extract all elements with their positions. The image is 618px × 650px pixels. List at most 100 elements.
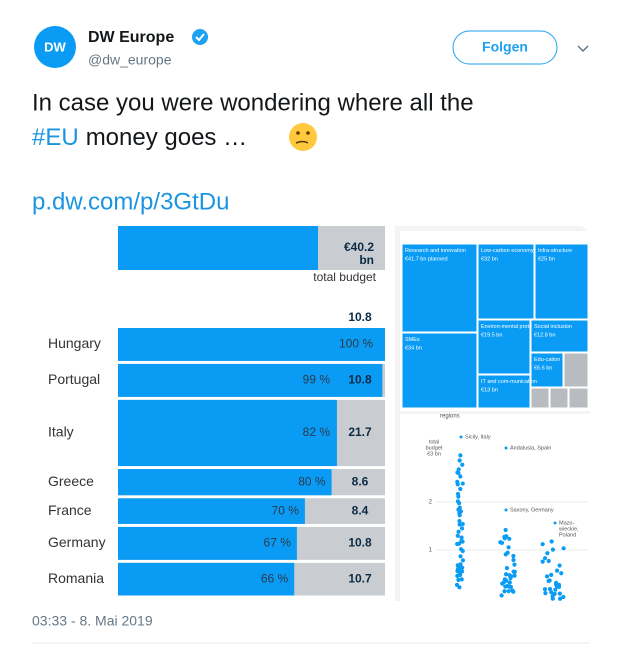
swarm-dot [459,435,463,439]
swarm-dot [499,540,505,546]
swarm-dot [457,501,462,506]
swarm-header: regions [440,414,460,420]
swarm-dot [543,591,548,596]
value-label: 10.8 [348,310,372,324]
swarm-dot [549,539,554,544]
swarm-dot [460,558,466,563]
swarm-label: Saxony, Germany [510,507,554,513]
swarm-dot [511,557,516,563]
value-label: 10.7 [348,571,372,585]
budget-bar [118,226,318,270]
country-label: Italy [48,424,74,440]
treemap-cell-small [549,387,569,409]
tweet-text: In case you were wondering where all the [32,89,474,116]
treemap-cell [477,374,531,409]
swarm-dot [507,536,512,541]
swarm-dot [457,513,462,518]
swarm-dot [557,596,563,601]
treemap-cell [401,243,478,333]
swarm-dot [457,458,462,463]
treemap-cell [530,319,589,353]
country-label: Portugal [48,371,100,387]
value-label: 8.6 [352,474,369,488]
share-bar [118,469,332,496]
swarm-dot [503,572,509,577]
swarm-dot [546,558,551,564]
country-label: Hungary [48,335,101,351]
share-bar [118,498,305,524]
country-label: France [48,502,92,518]
link[interactable]: p.dw.com/p/3GtDu [32,188,229,215]
swarm-dot [460,462,465,467]
timestamp[interactable]: 03:33 - 8. Mai 2019 [32,613,153,629]
share-bar [118,399,337,467]
swarm-dot [547,578,552,583]
percent-label: 66 % [261,571,289,585]
treemap-cell [534,243,589,320]
menu-chevron[interactable] [577,45,589,53]
swarm-label: Poland [559,532,576,538]
swarm-label: wieckie, [558,526,579,532]
share-bar [118,328,385,361]
swarm-dot [457,522,462,527]
value-label: 21.7 [348,425,372,439]
swarm-dot [460,481,465,486]
swarm-dot [556,584,562,589]
swarm-dot [502,589,507,594]
swarm-dot [459,538,464,544]
swarm-dot [458,554,463,559]
budget-rest [318,226,385,270]
treemap-amount: €6.6 bn [534,365,552,371]
swarm-dot [540,542,545,547]
swarm-dot [553,582,559,587]
treemap-label: Edu-cation [534,357,560,363]
swarm-dot [557,563,562,568]
swarm-dot [547,586,553,592]
verified-check [195,33,205,42]
swarm-label: Mazo- [559,520,574,526]
swarm-axis-title: total [429,439,439,445]
author[interactable]: DW Europe [88,29,174,46]
treemap-amount: €32 bn [481,256,498,262]
percent-label: 67 % [264,536,292,550]
treemap-cell-small [568,387,589,409]
avatar[interactable] [34,26,76,68]
hashtag[interactable]: #EU [32,124,79,151]
swarm-label: Sicily, Italy [465,434,491,440]
swarm-dot [456,494,461,499]
country-label: Greece [48,473,94,489]
swarm-dot [504,566,510,571]
swarm-dot [502,536,507,541]
swarm-label: Andalusia, Spain [510,445,551,451]
share-bar [118,526,297,560]
budget-value: €40.2 [344,240,374,254]
treemap-name: Environ-mental protection [481,324,544,330]
treemap-cell [477,319,531,375]
handle[interactable]: @dw_europe [88,52,172,68]
swarm-dot [561,546,566,551]
swarm-dot [457,518,462,524]
swarm-dot [504,508,508,512]
emoji-eye [306,131,310,135]
swarm-dot [459,535,464,540]
swarm-dot [542,556,548,561]
percent-label: 82 % [303,425,331,439]
swarm-dot [511,589,516,594]
swarm-dot [512,573,517,578]
tweet-image[interactable]: €40.2bn total budget Hungary 100 % 10.8 Portu… [32,220,590,601]
swarm-dot [508,576,513,581]
swarm-dot [459,526,465,531]
value-label: 8.4 [352,503,369,517]
treemap-amount: €25 bn [538,256,555,262]
swarm-dot [553,521,557,525]
treemap-name: IT and com-munication [481,379,537,385]
swarm-dot [457,585,462,590]
emoji [289,123,317,151]
swarm-dot [554,568,560,573]
swarm-dot [457,573,463,578]
swarm-tick: 1 [429,548,433,554]
follow-button[interactable] [452,30,558,65]
swarm-dot [549,572,554,577]
budget-unit: bn [359,253,374,267]
